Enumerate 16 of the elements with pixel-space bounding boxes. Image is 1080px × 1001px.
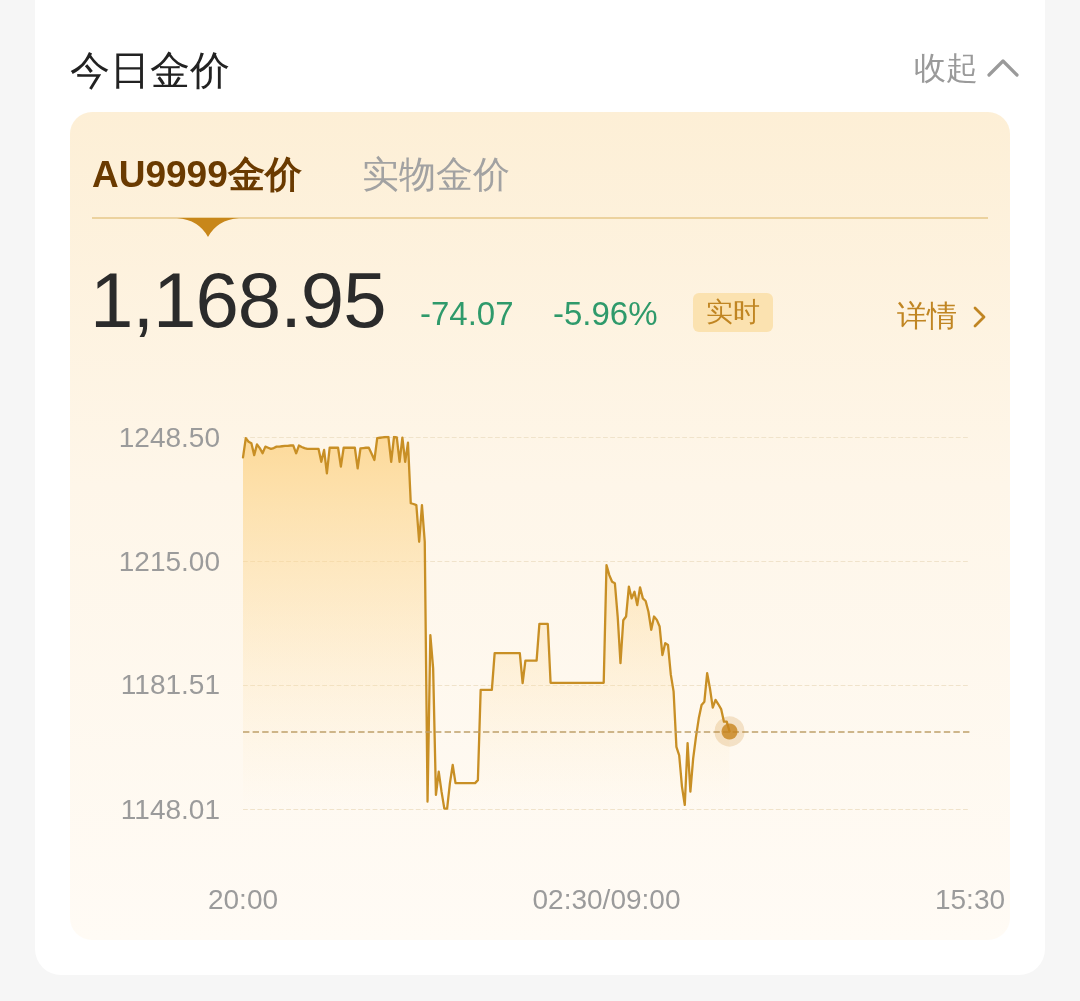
text: 详情 (897, 298, 957, 334)
x-tick-label: 15:30 (934, 883, 1006, 915)
chart-subtitle: AU9999金价 (92, 154, 302, 196)
x-tick-label: 02:30/09:00 (532, 883, 681, 915)
text: -5.96% (553, 295, 658, 333)
x-tick-label: 20:00 (207, 883, 279, 915)
chart-title: 今日金价 (70, 48, 230, 92)
text: 1,168.95 (90, 256, 386, 344)
text: 实时 (693, 293, 773, 332)
y-tick-label: 1181.51 (120, 669, 220, 701)
y-tick-label: 1148.01 (120, 793, 220, 825)
text: 收起 (914, 50, 978, 86)
text: 实物金价 (362, 154, 510, 196)
text: -74.07 (420, 295, 514, 333)
y-tick-label: 1248.50 (118, 421, 220, 453)
y-tick-label: 1215.00 (118, 545, 220, 577)
